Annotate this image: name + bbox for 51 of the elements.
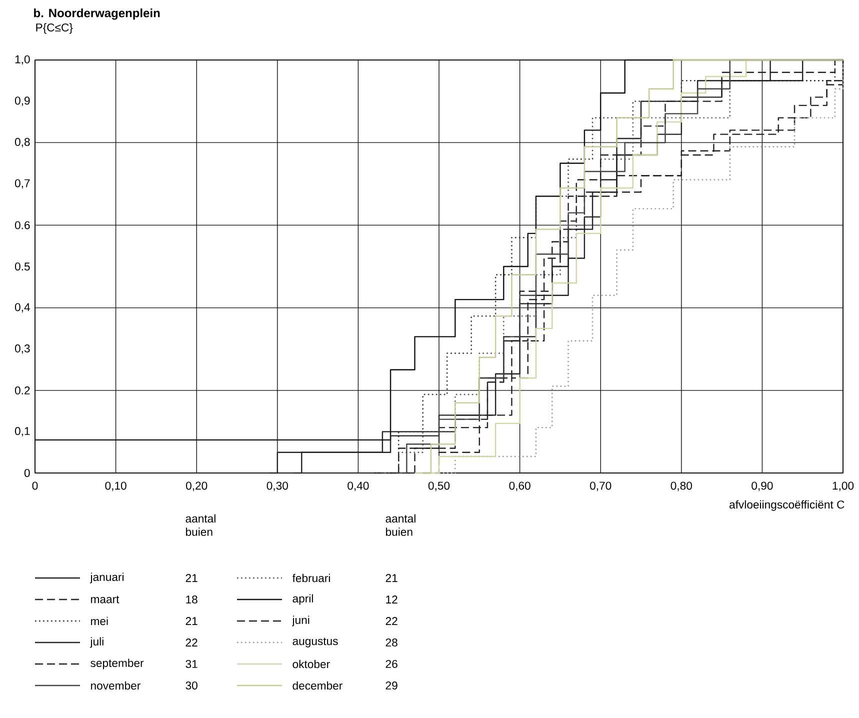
- y-tick-label: 0,3: [14, 344, 30, 354]
- legend-label: december: [292, 681, 342, 690]
- legend-label: november: [91, 681, 140, 690]
- text: 22: [186, 638, 198, 646]
- x-tick-label: 0,90: [752, 482, 773, 492]
- legend-label: januari: [90, 572, 124, 584]
- y-tick-label: 0,8: [14, 138, 30, 148]
- legend-label: maart: [91, 596, 120, 604]
- text: 21: [186, 574, 198, 582]
- text: 21: [386, 574, 398, 582]
- text: 30: [186, 681, 198, 690]
- text: 12: [386, 596, 398, 604]
- y-axis-title: P{C≤C}: [36, 23, 73, 34]
- y-tick-label: 0.5: [14, 262, 30, 271]
- text: 29: [386, 681, 398, 690]
- legend-label: juli: [90, 637, 104, 648]
- legend-label: september: [90, 658, 144, 670]
- x-tick-label: 1,00: [832, 482, 854, 492]
- chart-title: b. Noorderwagenplein: [34, 8, 160, 20]
- legend-label: mei: [91, 616, 108, 626]
- x-tick-label: 0,40: [348, 482, 369, 492]
- legend-title: aantal buien: [186, 514, 216, 536]
- legend-label: februari: [292, 574, 330, 582]
- text: aantal buien: [386, 514, 416, 536]
- text: 21: [186, 617, 198, 625]
- legend-label: juni: [292, 616, 310, 626]
- x-tick-label: 0,60: [509, 482, 530, 492]
- y-tick-label: 0.2: [14, 386, 30, 394]
- y-tick-label: 0,7: [14, 179, 30, 189]
- y-tick-label: 0,4: [14, 303, 30, 312]
- legend-label: april: [292, 594, 313, 605]
- x-tick-label: 0,80: [670, 482, 692, 492]
- y-tick-label: 0.6: [14, 221, 30, 230]
- x-tick-label: 0,50: [428, 482, 450, 492]
- x-tick-label: 0,20: [186, 482, 208, 492]
- y-tick-label: 1,0: [15, 55, 30, 65]
- y-tick-label: 0,1: [14, 427, 30, 436]
- x-tick-label: 0,30: [266, 482, 288, 492]
- text: 22: [386, 617, 398, 625]
- text: 28: [386, 638, 398, 647]
- legend-label: oktober: [292, 660, 330, 668]
- text: 31: [186, 660, 198, 668]
- text: 26: [386, 660, 398, 668]
- legend-label: augustus: [292, 638, 338, 648]
- y-tick-label: 0: [24, 468, 30, 478]
- x-axis-title: afvloeiingscoëfficiënt C: [730, 500, 844, 511]
- x-tick-label: 0: [32, 482, 38, 490]
- x-tick-label: 0,10: [105, 482, 126, 492]
- x-tick-label: 0,70: [590, 482, 612, 492]
- y-tick-label: 0,9: [14, 96, 30, 106]
- text: 18: [186, 595, 198, 604]
